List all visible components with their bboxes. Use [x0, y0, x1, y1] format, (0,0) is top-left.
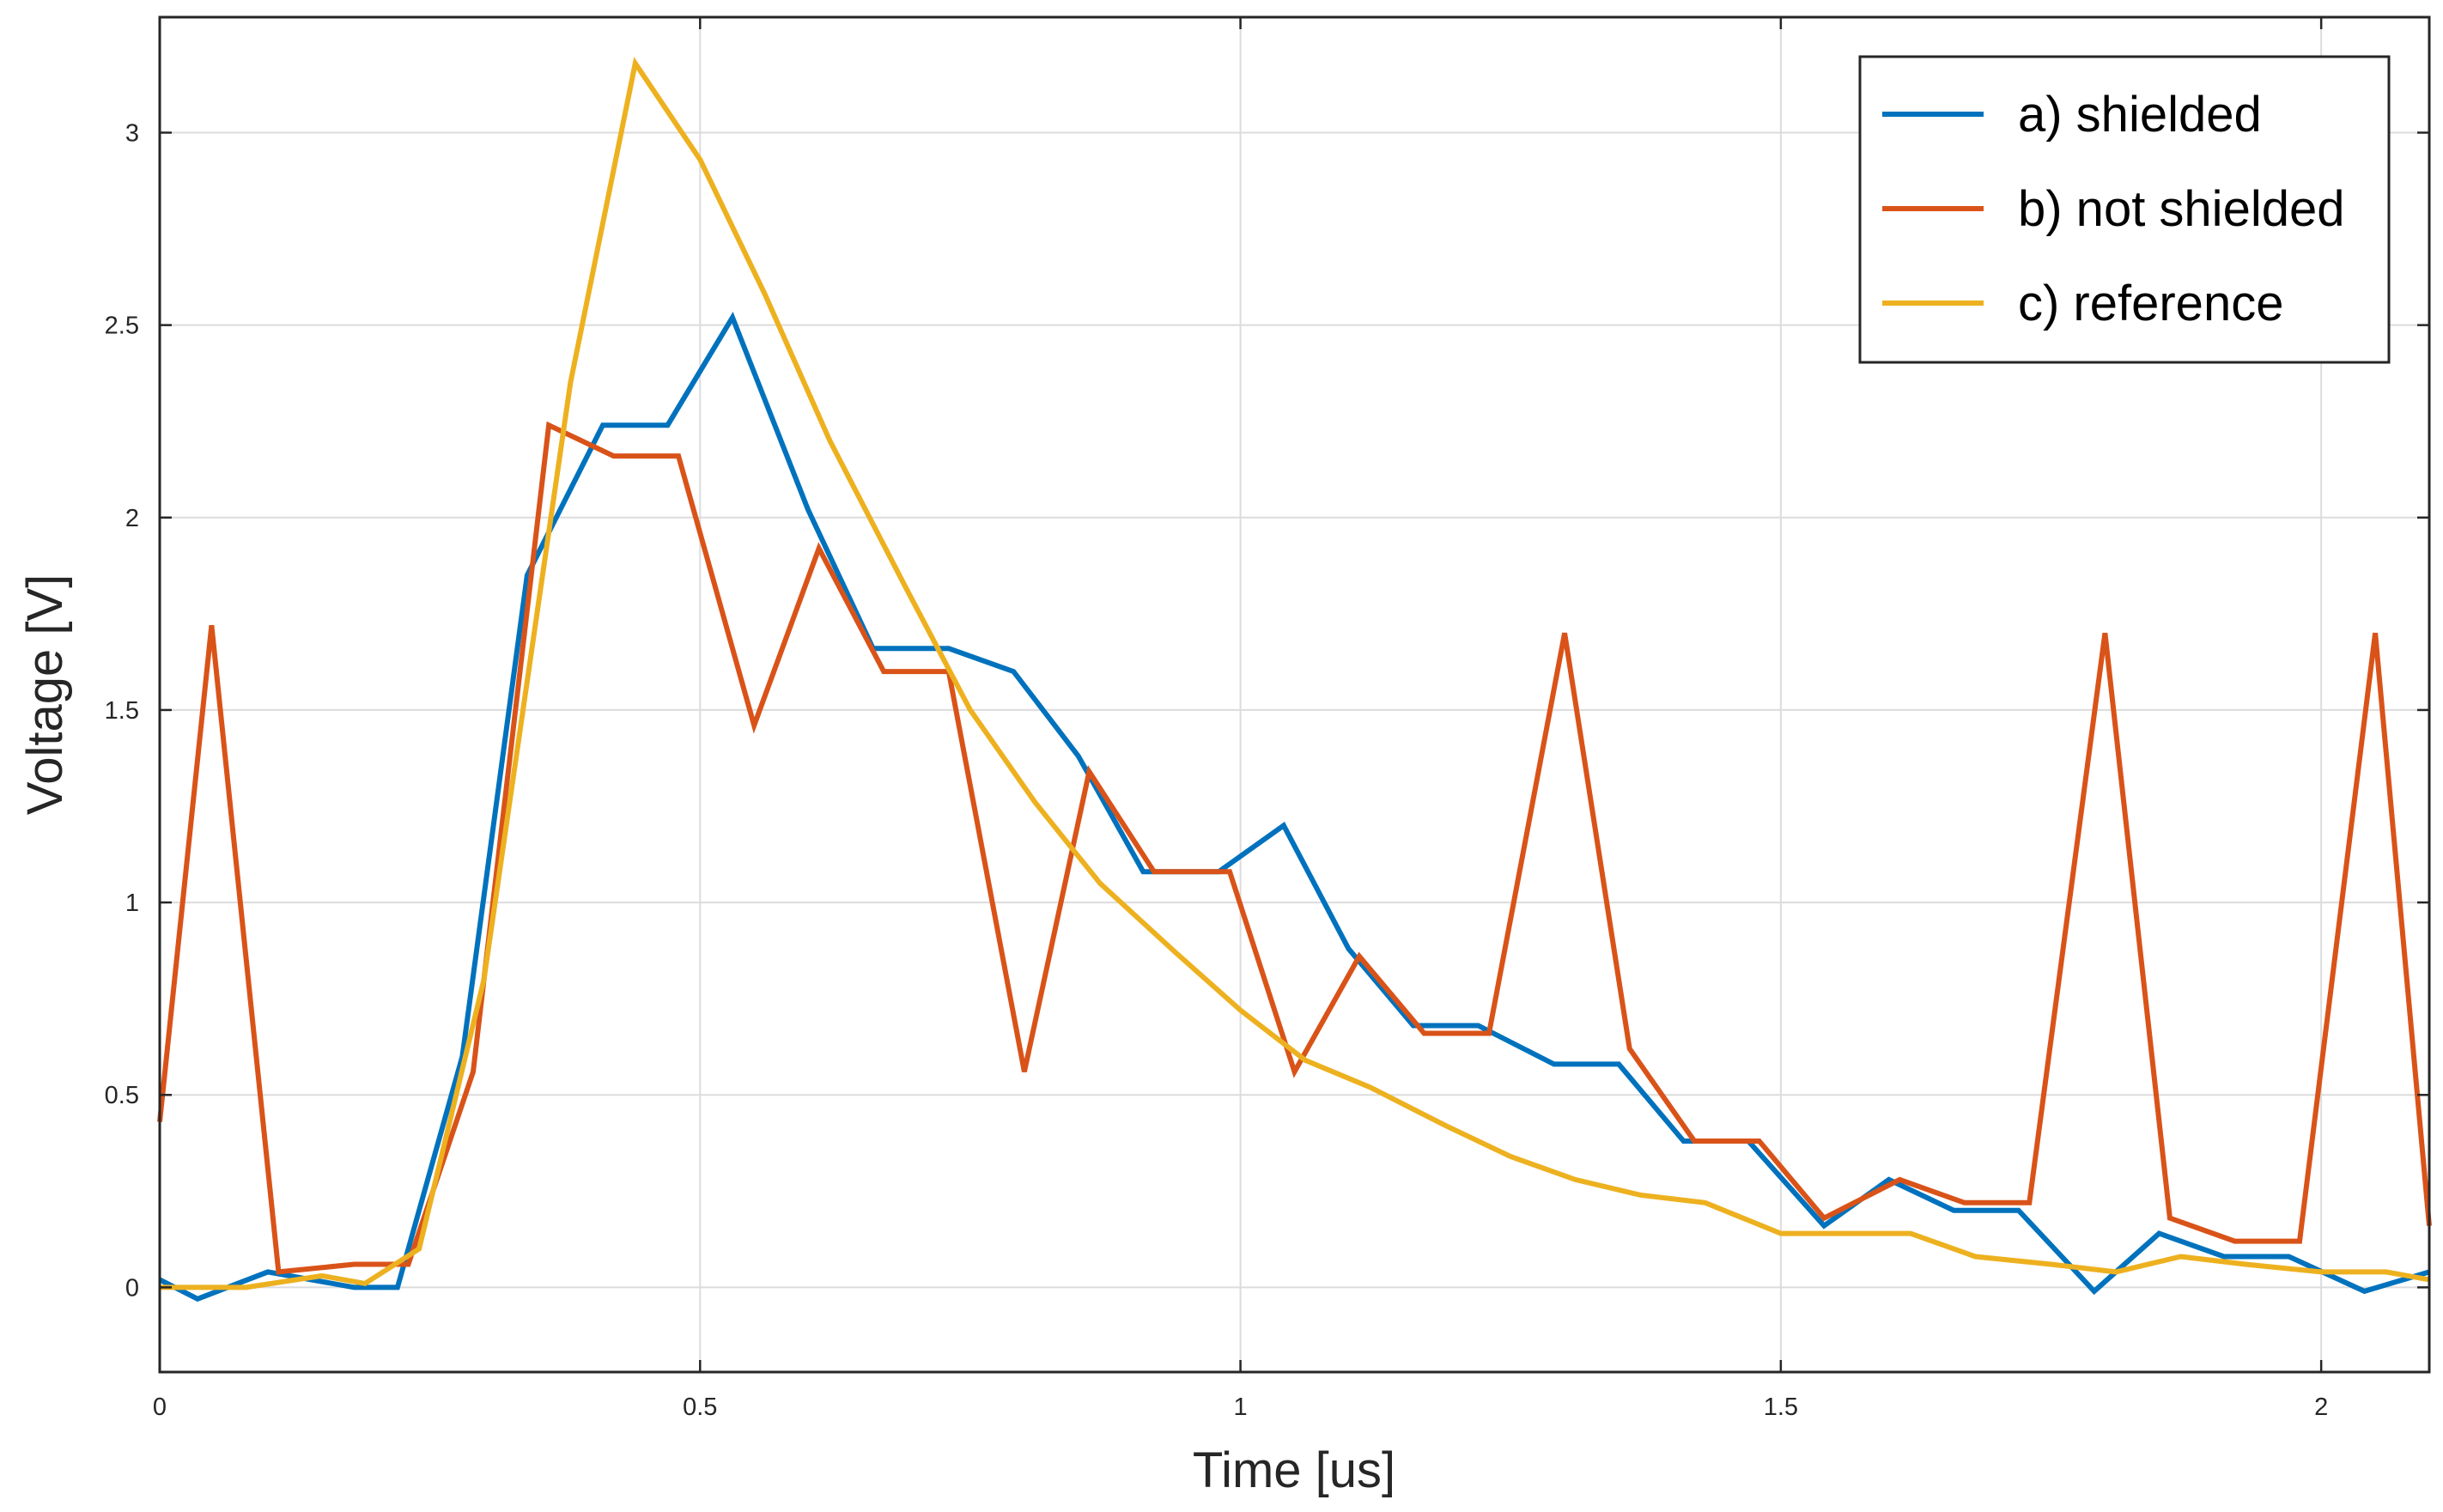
y-tick-label: 0 [125, 1274, 139, 1302]
y-tick-label: 2.5 [105, 313, 139, 340]
x-axis-label: Time [us] [1193, 1442, 1395, 1498]
series-line-2 [157, 421, 2432, 1275]
series-line-1 [158, 311, 2430, 1303]
legend-label-2: b) not shielded [2018, 181, 2344, 237]
series-line-3 [160, 57, 2430, 1290]
x-tick-label: 1 [1234, 1394, 1248, 1421]
y-tick-label: 1.5 [105, 697, 139, 725]
x-tick-label: 0 [153, 1394, 167, 1421]
y-tick-label: 3 [125, 119, 139, 147]
y-axis-label: Voltage [V] [17, 574, 73, 816]
series-lines [157, 57, 2432, 1303]
y-tick-label: 1 [125, 890, 139, 917]
legend-label-1: a) shielded [2018, 87, 2262, 143]
y-tick-label: 2 [125, 505, 139, 532]
x-tick-label: 2 [2314, 1394, 2328, 1421]
x-tick-label: 0.5 [683, 1394, 717, 1421]
y-tick-label: 0.5 [105, 1082, 139, 1109]
x-tick-label: 1.5 [1764, 1394, 1798, 1421]
legend: a) shielded b) not shielded c) reference [1858, 55, 2391, 364]
legend-label-3: c) reference [2018, 276, 2283, 331]
plot-frame [158, 15, 2431, 1374]
axis-tick-labels: 0 0.5 1 1.5 2 0 0.5 1 1.5 2 2.5 3 [105, 119, 2329, 1421]
axis-ticks [158, 17, 2429, 1372]
